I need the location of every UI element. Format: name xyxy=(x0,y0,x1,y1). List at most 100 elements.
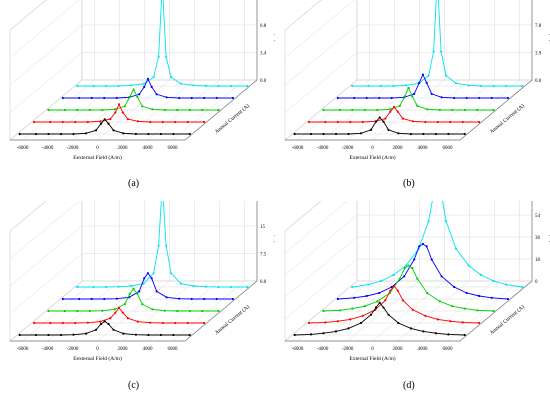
data-point xyxy=(405,84,408,87)
data-point xyxy=(126,317,129,320)
series-line xyxy=(337,243,508,300)
data-point xyxy=(170,272,173,275)
data-point xyxy=(231,297,234,301)
data-point xyxy=(521,84,524,88)
data-point xyxy=(451,305,454,308)
grid-line xyxy=(9,253,83,314)
data-point xyxy=(107,122,110,125)
data-point xyxy=(165,96,168,99)
series-5 xyxy=(76,0,249,88)
data-point xyxy=(490,296,493,299)
data-point xyxy=(365,96,368,100)
data-point xyxy=(143,277,146,280)
data-point xyxy=(136,320,139,323)
data-point xyxy=(440,50,443,53)
data-point xyxy=(74,321,77,325)
data-point xyxy=(142,282,145,285)
data-point xyxy=(86,120,89,124)
data-point xyxy=(336,96,339,100)
data-point xyxy=(190,297,193,301)
data-point xyxy=(138,93,141,96)
data-point xyxy=(384,299,387,302)
data-point xyxy=(34,132,38,136)
data-point xyxy=(147,132,150,136)
data-point xyxy=(432,50,435,53)
data-point xyxy=(418,81,421,84)
data-point xyxy=(430,258,433,261)
data-point xyxy=(217,84,220,88)
data-point xyxy=(398,277,401,280)
data-point xyxy=(134,333,137,336)
data-point xyxy=(86,321,89,324)
data-point xyxy=(104,84,108,88)
data-point xyxy=(115,96,118,100)
x-axis-label: External Field (A/m) xyxy=(349,355,395,362)
data-point xyxy=(353,96,356,100)
data-point xyxy=(76,285,79,289)
data-point xyxy=(88,108,91,112)
data-point xyxy=(103,320,106,323)
data-point xyxy=(413,92,416,95)
data-point xyxy=(59,132,63,136)
data-point xyxy=(59,333,63,337)
data-point xyxy=(476,108,479,112)
data-point xyxy=(149,321,152,324)
data-point xyxy=(453,285,456,289)
data-point xyxy=(165,55,168,58)
data-point xyxy=(422,330,425,333)
data-point xyxy=(203,297,206,301)
data-point xyxy=(461,321,464,324)
data-point xyxy=(90,297,93,301)
data-point xyxy=(389,289,392,292)
data-point xyxy=(159,132,162,136)
x-tick-label: 6000 xyxy=(443,347,454,352)
grid-line xyxy=(9,201,80,259)
data-point xyxy=(143,85,146,89)
data-point xyxy=(465,291,468,295)
data-point xyxy=(147,333,150,337)
data-point xyxy=(186,321,189,325)
data-point xyxy=(461,120,464,124)
series-3 xyxy=(322,86,495,112)
data-point xyxy=(49,120,52,124)
x-tick-label: 0 xyxy=(96,146,99,151)
data-point xyxy=(293,132,296,136)
data-point xyxy=(205,285,208,288)
series-3 xyxy=(322,264,495,313)
data-point xyxy=(347,327,350,330)
data-point xyxy=(463,307,466,310)
x-tick-label: 4000 xyxy=(418,347,429,352)
data-point xyxy=(401,299,404,302)
data-point xyxy=(201,108,204,112)
data-point xyxy=(84,332,88,335)
data-point xyxy=(434,332,437,335)
data-point xyxy=(378,96,381,100)
data-point xyxy=(90,96,93,100)
data-point xyxy=(18,132,21,136)
data-point xyxy=(151,308,154,311)
grid-line xyxy=(284,236,358,298)
series-line xyxy=(352,201,523,288)
data-point xyxy=(382,120,385,123)
y-axis-line xyxy=(459,79,533,141)
data-point xyxy=(174,120,177,124)
x-tick-label: 4000 xyxy=(143,146,154,151)
data-point xyxy=(445,74,448,77)
data-point xyxy=(411,120,414,123)
x-tick-label: 6000 xyxy=(443,146,454,151)
data-point xyxy=(384,117,387,120)
data-point xyxy=(411,95,414,98)
data-point xyxy=(390,96,393,100)
data-point xyxy=(159,333,162,337)
grid-line xyxy=(9,0,80,58)
data-point xyxy=(349,318,352,321)
data-point xyxy=(63,108,66,112)
data-point xyxy=(76,84,79,88)
y-axis-label: Anneal Current (A) xyxy=(213,102,251,135)
data-point xyxy=(449,320,452,323)
data-point xyxy=(132,287,135,290)
series-1 xyxy=(18,118,191,136)
data-point xyxy=(409,132,412,136)
data-point xyxy=(365,294,368,298)
data-point xyxy=(378,116,381,119)
